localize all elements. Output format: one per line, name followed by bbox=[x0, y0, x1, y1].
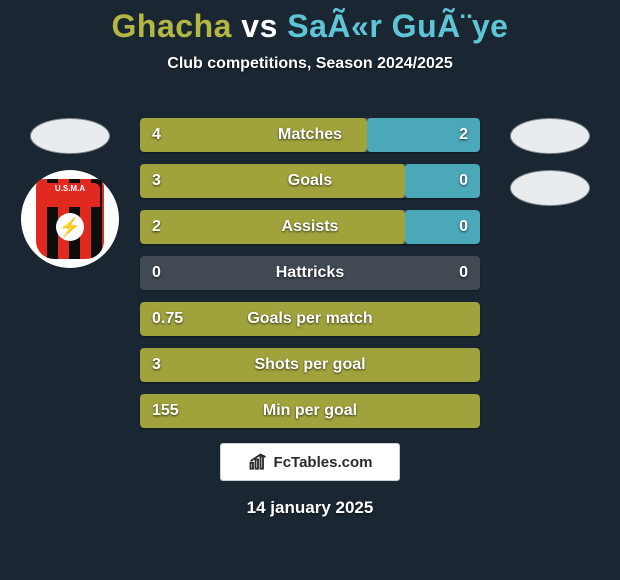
chart-icon bbox=[248, 452, 268, 472]
club-logo-text: U.S.M.A bbox=[40, 183, 100, 207]
player1-flag bbox=[30, 118, 110, 154]
branding-badge: FcTables.com bbox=[220, 443, 400, 481]
stat-label: Assists bbox=[140, 210, 480, 244]
player2-flag bbox=[510, 118, 590, 154]
stat-row: 30Goals bbox=[140, 164, 480, 198]
stat-row: 0.75Goals per match bbox=[140, 302, 480, 336]
player1-club-logo: U.S.M.A ⚡ bbox=[21, 170, 119, 268]
branding-text: FcTables.com bbox=[274, 454, 373, 471]
stat-row: 155Min per goal bbox=[140, 394, 480, 428]
left-column: U.S.M.A ⚡ bbox=[20, 118, 120, 268]
stat-label: Min per goal bbox=[140, 394, 480, 428]
lightning-icon: ⚡ bbox=[56, 213, 84, 241]
subtitle: Club competitions, Season 2024/2025 bbox=[0, 55, 620, 73]
stat-label: Shots per goal bbox=[140, 348, 480, 382]
stat-label: Hattricks bbox=[140, 256, 480, 290]
stat-row: 3Shots per goal bbox=[140, 348, 480, 382]
title-player2: SaÃ«r GuÃ¨ye bbox=[287, 8, 508, 44]
title-vs: vs bbox=[241, 8, 278, 44]
stat-label: Goals per match bbox=[140, 302, 480, 336]
club-logo-shield: U.S.M.A ⚡ bbox=[36, 179, 104, 259]
title-player1: Ghacha bbox=[112, 8, 232, 44]
right-column bbox=[500, 118, 600, 222]
stat-label: Goals bbox=[140, 164, 480, 198]
page-title: Ghacha vs SaÃ«r GuÃ¨ye bbox=[0, 0, 620, 45]
stat-row: 42Matches bbox=[140, 118, 480, 152]
date-text: 14 january 2025 bbox=[0, 498, 620, 518]
player2-club-placeholder bbox=[510, 170, 590, 206]
stat-row: 00Hattricks bbox=[140, 256, 480, 290]
stat-label: Matches bbox=[140, 118, 480, 152]
stat-row: 20Assists bbox=[140, 210, 480, 244]
stats-container: 42Matches 30Goals 20Assists 00Hattricks 0.75… bbox=[140, 118, 480, 440]
